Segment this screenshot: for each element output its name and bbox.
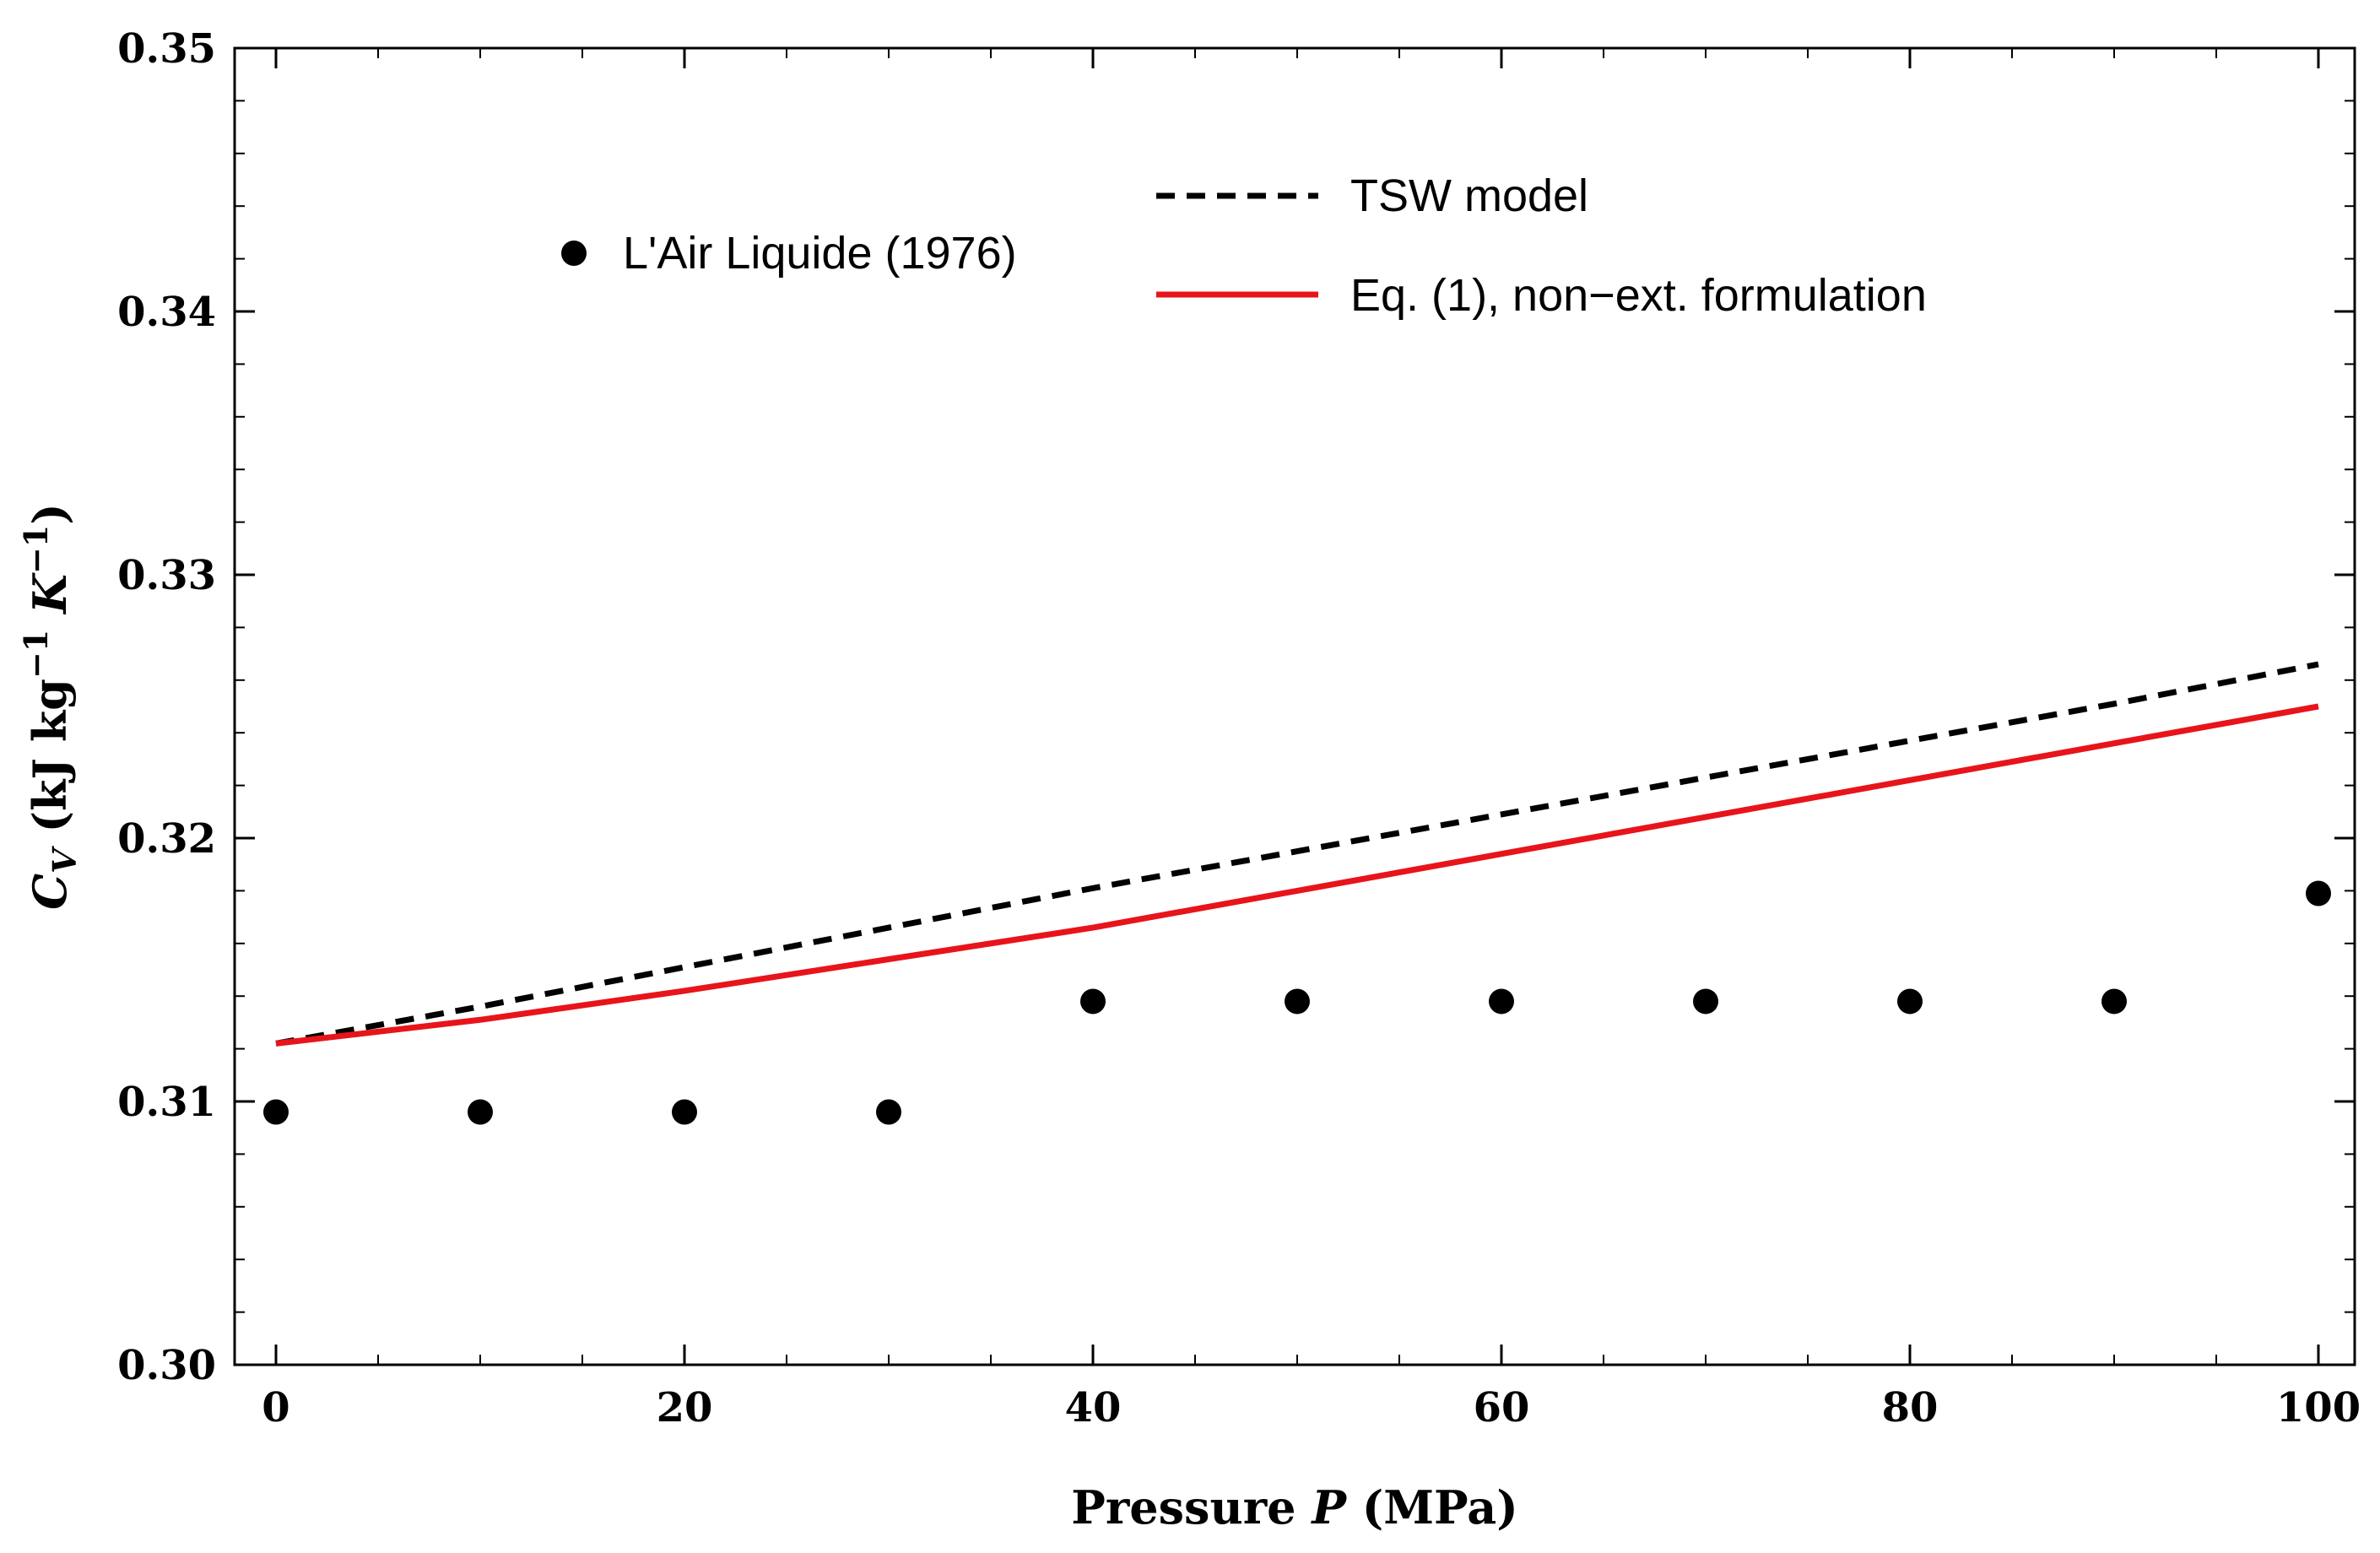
y-tick-label: 0.30 (117, 1342, 216, 1389)
minor-ticks (235, 48, 2355, 1365)
x-tick-label: 60 (1474, 1384, 1530, 1431)
y-tick-labels: 0.30 0.31 0.32 0.33 0.34 0.35 (117, 25, 216, 1389)
major-ticks (235, 46, 2355, 1366)
eq1-formulation-line (275, 703, 2319, 1047)
legend-item-scatter: L'Air Liquide (1976) (561, 228, 1017, 279)
tsw-model-line (275, 661, 2319, 1047)
x-tick-label: 20 (657, 1384, 713, 1431)
legend-tsw-label: TSW model (1350, 170, 1588, 221)
data-point-lair-liquide (468, 1099, 493, 1125)
data-point-lair-liquide (263, 1099, 289, 1125)
y-axis-title: CV (kJ kg−1 K−1) (17, 503, 84, 910)
x-tick-label: 100 (2276, 1384, 2361, 1431)
plot-area-border (233, 46, 2356, 1366)
legend-scatter-marker (561, 241, 587, 266)
data-point-lair-liquide (1489, 988, 1514, 1015)
legend-item-tsw: TSW model (1156, 170, 1588, 221)
data-point-lair-liquide (1693, 988, 1718, 1015)
x-tick-labels: 0 20 40 60 80 100 (262, 1384, 2361, 1431)
x-axis-title: Pressure P (MPa) (1071, 1480, 1518, 1534)
legend-eq-label: Eq. (1), non−ext. formulation (1350, 270, 1927, 321)
data-point-lair-liquide (2101, 988, 2127, 1015)
y-tick-label: 0.33 (117, 552, 216, 599)
legend-scatter-label: L'Air Liquide (1976) (623, 228, 1017, 279)
y-tick-label: 0.31 (117, 1079, 216, 1126)
series-layer (263, 661, 2331, 1125)
data-point-lair-liquide (1080, 988, 1106, 1015)
x-tick-label: 40 (1065, 1384, 1122, 1431)
data-point-lair-liquide (1897, 988, 1923, 1015)
y-tick-label: 0.35 (117, 25, 216, 73)
data-point-lair-liquide (672, 1099, 697, 1125)
data-point-lair-liquide (1285, 988, 1310, 1015)
y-tick-label: 0.32 (117, 815, 216, 863)
data-point-lair-liquide (876, 1099, 901, 1125)
x-tick-label: 80 (1882, 1384, 1939, 1431)
legend: L'Air Liquide (1976) TSW model Eq. (1), … (561, 170, 1927, 321)
legend-item-eq: Eq. (1), non−ext. formulation (1156, 270, 1927, 321)
x-tick-label: 0 (262, 1384, 289, 1431)
y-tick-label: 0.34 (117, 289, 216, 336)
data-point-lair-liquide (2306, 880, 2331, 906)
plot-frame (233, 46, 2356, 1366)
